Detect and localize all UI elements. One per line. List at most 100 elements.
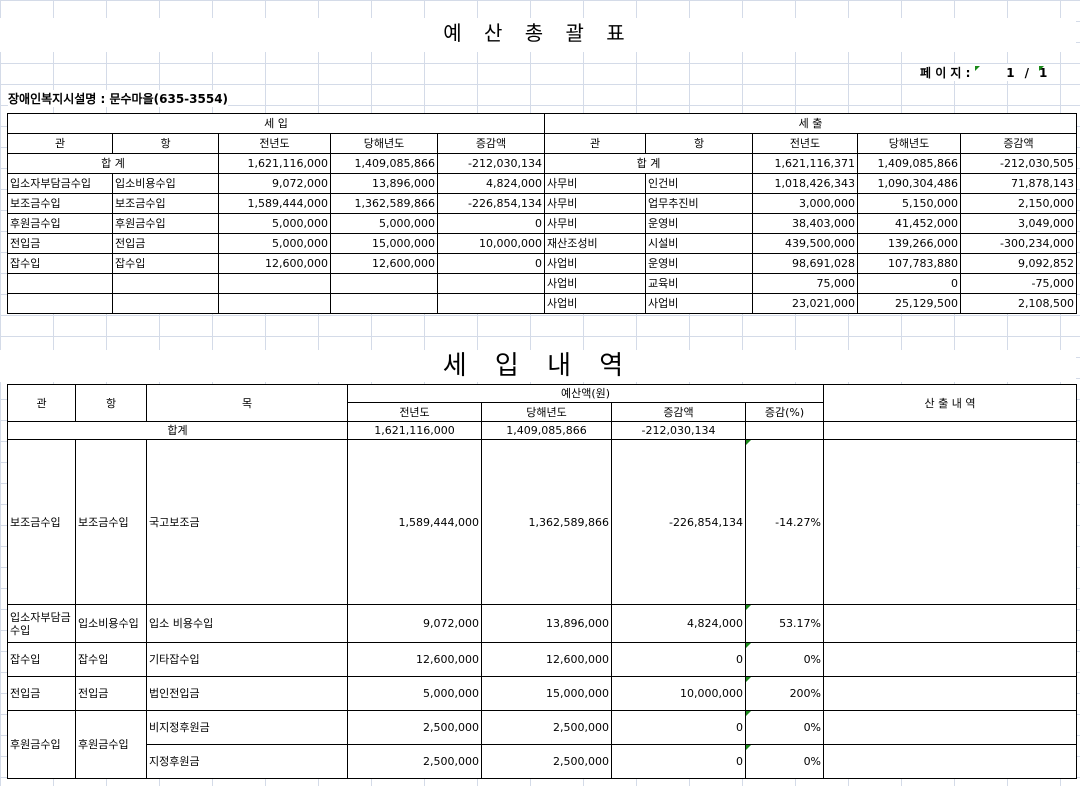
expense-difference-cell[interactable]: 9,092,852 (960, 253, 1077, 274)
expense-hang-cell[interactable]: 사업비 (645, 293, 753, 314)
current-year-cell[interactable]: 15,000,000 (481, 676, 612, 711)
column-header[interactable]: 관 (7, 133, 113, 154)
expense-hang-cell[interactable]: 시설비 (645, 233, 753, 254)
income-current-year-cell[interactable] (330, 293, 438, 314)
hang-cell[interactable]: 잡수입 (75, 642, 147, 677)
income-prev-year-cell[interactable]: 5,000,000 (218, 213, 331, 234)
mok-cell[interactable]: 국고보조금 (146, 439, 348, 605)
income-hang-cell[interactable]: 후원금수입 (112, 213, 219, 234)
budget-column-header[interactable]: 증감액 (611, 402, 746, 422)
percent-cell[interactable]: 0% (744, 642, 825, 677)
income-gwan-cell[interactable]: 잡수입 (7, 253, 113, 274)
difference-cell[interactable]: 10,000,000 (611, 676, 746, 711)
expense-difference-cell[interactable]: 71,878,143 (960, 173, 1077, 194)
difference-cell[interactable]: -226,854,134 (611, 439, 746, 605)
income-prev-year-cell[interactable]: 9,072,000 (218, 173, 331, 194)
expense-current-year-cell[interactable]: 139,266,000 (857, 233, 961, 254)
income-current-year-cell[interactable]: 1,362,589,866 (330, 193, 438, 214)
expense-prev-year-cell[interactable]: 439,500,000 (752, 233, 858, 254)
calculation-cell[interactable] (823, 710, 1078, 745)
expense-difference-cell[interactable]: -75,000 (960, 273, 1077, 294)
expense-hang-cell[interactable]: 운영비 (645, 213, 753, 234)
income-hang-cell[interactable] (112, 273, 219, 294)
income-difference-cell[interactable]: 10,000,000 (437, 233, 545, 254)
prev-year-cell[interactable]: 2,500,000 (347, 744, 482, 779)
expense-difference-cell[interactable]: 3,049,000 (960, 213, 1077, 234)
difference-cell[interactable]: 4,824,000 (611, 604, 746, 643)
expense-current-year-cell[interactable]: 5,150,000 (857, 193, 961, 214)
total-percent[interactable] (744, 421, 825, 440)
calculation-cell[interactable] (823, 604, 1078, 643)
hang-cell[interactable]: 보조금수입 (75, 439, 147, 605)
expense-section-header[interactable]: 세 출 (544, 113, 1077, 134)
total-prev-year[interactable]: 1,621,116,000 (347, 421, 482, 440)
column-header[interactable]: 전년도 (752, 133, 858, 154)
current-year-cell[interactable]: 1,362,589,866 (481, 439, 612, 605)
expense-hang-cell[interactable]: 교육비 (645, 273, 753, 294)
percent-cell[interactable]: 53.17% (744, 604, 825, 643)
prev-year-cell[interactable]: 2,500,000 (347, 710, 482, 745)
expense-gwan-cell[interactable]: 사무비 (544, 193, 646, 214)
total-prev-year[interactable]: 1,621,116,000 (218, 153, 331, 174)
current-year-cell[interactable]: 2,500,000 (481, 710, 612, 745)
hang-cell[interactable]: 전입금 (75, 676, 147, 711)
expense-difference-cell[interactable]: 2,150,000 (960, 193, 1077, 214)
expense-prev-year-cell[interactable]: 3,000,000 (752, 193, 858, 214)
calculation-cell[interactable] (823, 744, 1078, 779)
expense-gwan-cell[interactable]: 사무비 (544, 213, 646, 234)
income-prev-year-cell[interactable] (218, 293, 331, 314)
expense-current-year-cell[interactable]: 1,090,304,486 (857, 173, 961, 194)
budget-amount-header[interactable]: 예산액(원) (346, 384, 825, 403)
calculation-header[interactable]: 산 출 내 역 (823, 384, 1078, 422)
budget-column-header[interactable]: 증감(%) (744, 402, 825, 422)
column-header[interactable]: 당해년도 (857, 133, 961, 154)
income-gwan-cell[interactable]: 입소자부담금수입 (7, 173, 113, 194)
expense-hang-cell[interactable]: 인건비 (645, 173, 753, 194)
difference-cell[interactable]: 0 (611, 642, 746, 677)
expense-gwan-cell[interactable]: 사업비 (544, 253, 646, 274)
expense-difference-cell[interactable]: 2,108,500 (960, 293, 1077, 314)
expense-gwan-cell[interactable]: 사무비 (544, 173, 646, 194)
income-hang-cell[interactable]: 입소비용수입 (112, 173, 219, 194)
difference-cell[interactable]: 0 (611, 744, 746, 779)
column-header[interactable]: 항 (645, 133, 753, 154)
column-header-gwan[interactable]: 관 (7, 384, 76, 422)
income-section-header[interactable]: 세 입 (7, 113, 545, 134)
income-difference-cell[interactable] (437, 273, 545, 294)
income-hang-cell[interactable] (112, 293, 219, 314)
expense-difference-cell[interactable]: -300,234,000 (960, 233, 1077, 254)
total-label[interactable]: 합 계 (544, 153, 753, 174)
income-prev-year-cell[interactable]: 5,000,000 (218, 233, 331, 254)
percent-cell[interactable]: -14.27% (744, 439, 825, 605)
expense-gwan-cell[interactable]: 재산조성비 (544, 233, 646, 254)
income-hang-cell[interactable]: 잡수입 (112, 253, 219, 274)
total-calculation[interactable] (823, 421, 1078, 440)
gwan-cell[interactable]: 보조금수입 (7, 439, 76, 605)
income-gwan-cell[interactable] (7, 293, 113, 314)
column-header[interactable]: 당해년도 (330, 133, 438, 154)
budget-column-header[interactable]: 전년도 (347, 402, 482, 422)
column-header-hang[interactable]: 항 (75, 384, 147, 422)
calculation-cell[interactable] (823, 439, 1078, 605)
total-difference[interactable]: -212,030,505 (960, 153, 1077, 174)
income-difference-cell[interactable]: 0 (437, 253, 545, 274)
income-difference-cell[interactable]: 0 (437, 213, 545, 234)
calculation-cell[interactable] (823, 676, 1078, 711)
income-prev-year-cell[interactable]: 12,600,000 (218, 253, 331, 274)
expense-prev-year-cell[interactable]: 38,403,000 (752, 213, 858, 234)
percent-cell[interactable]: 0% (744, 744, 825, 779)
total-current-year[interactable]: 1,409,085,866 (481, 421, 612, 440)
income-gwan-cell[interactable]: 후원금수입 (7, 213, 113, 234)
mok-cell[interactable]: 지정후원금 (146, 744, 348, 779)
column-header[interactable]: 항 (112, 133, 219, 154)
total-current-year[interactable]: 1,409,085,866 (857, 153, 961, 174)
income-gwan-cell[interactable] (7, 273, 113, 294)
mok-cell[interactable]: 기타잡수입 (146, 642, 348, 677)
expense-prev-year-cell[interactable]: 75,000 (752, 273, 858, 294)
income-hang-cell[interactable]: 전입금 (112, 233, 219, 254)
column-header[interactable]: 증감액 (437, 133, 545, 154)
prev-year-cell[interactable]: 12,600,000 (347, 642, 482, 677)
income-hang-cell[interactable]: 보조금수입 (112, 193, 219, 214)
prev-year-cell[interactable]: 1,589,444,000 (347, 439, 482, 605)
income-gwan-cell[interactable]: 보조금수입 (7, 193, 113, 214)
